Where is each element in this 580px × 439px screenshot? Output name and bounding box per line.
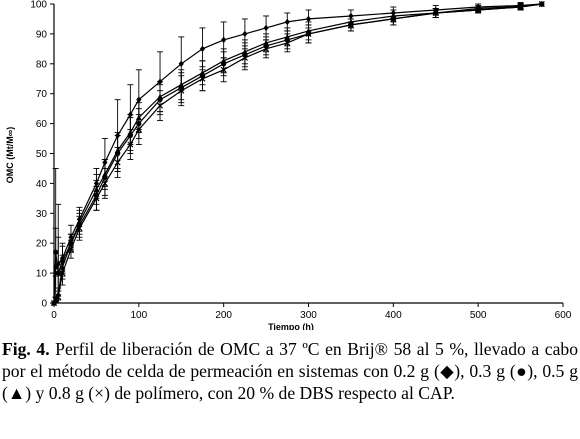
series-line (53, 3, 542, 304)
caption-text: Perfil de liberación de OMC a 37 ºC en B… (2, 339, 578, 403)
cross-marker (199, 75, 206, 82)
cross-marker (305, 30, 312, 37)
circle-marker (55, 270, 61, 276)
x-axis-title: Tiempo (h) (268, 322, 314, 330)
y-tick-label: 70 (36, 89, 48, 100)
cross-marker (517, 3, 524, 11)
y-tick-label: 60 (36, 119, 48, 130)
x-tick-label: 300 (300, 310, 317, 321)
cross-marker (432, 9, 439, 16)
x-tick-label: 500 (470, 310, 487, 321)
x-tick-label: 0 (51, 310, 57, 321)
cross-marker (59, 270, 66, 277)
cross-marker (127, 141, 134, 148)
cross-marker (67, 246, 74, 253)
cross-marker (55, 293, 62, 301)
chart-series (50, 0, 545, 307)
cross-marker (76, 225, 83, 232)
chart-figure: 0 100 200 300 400 500 600 0 10 20 30 40 50 60 70 80 90 10… (5, 0, 572, 330)
cross-marker (93, 195, 100, 202)
cross-marker (263, 45, 270, 52)
caption-label: Fig. 4. (2, 339, 50, 359)
y-tick-label: 80 (36, 59, 48, 70)
diamond-marker (221, 36, 227, 44)
diamond-marker (284, 18, 290, 26)
y-tick-label: 100 (30, 0, 47, 11)
y-tick-label: 30 (36, 209, 48, 220)
series-triangle (51, 1, 545, 306)
cross-marker (241, 54, 248, 61)
y-tick-label: 90 (36, 29, 48, 40)
series-line (53, 3, 542, 304)
cross-marker (538, 0, 545, 8)
y-tick-label: 40 (36, 179, 48, 190)
cross-marker (135, 126, 142, 133)
cross-marker (284, 39, 291, 46)
x-tick-label: 200 (215, 310, 232, 321)
series-circle (51, 1, 545, 306)
cross-marker (114, 159, 121, 166)
diamond-marker (263, 24, 269, 32)
cross-marker (220, 66, 227, 73)
cross-marker (101, 180, 108, 187)
diamond-marker (242, 30, 248, 38)
series-line (53, 3, 542, 304)
x-tick-label: 400 (385, 310, 402, 321)
series-diamond (51, 0, 545, 307)
circle-marker (53, 249, 59, 255)
series-cross (50, 0, 545, 307)
y-tick-label: 10 (36, 269, 48, 280)
cross-marker (178, 87, 185, 94)
diamond-marker (178, 60, 184, 67)
cross-marker (475, 6, 482, 14)
x-tick-label: 100 (130, 310, 147, 321)
y-tick-label: 20 (36, 239, 48, 250)
x-tick-label: 600 (555, 310, 572, 321)
cross-marker (157, 102, 164, 109)
cross-marker (390, 15, 397, 22)
y-tick-label: 0 (41, 299, 47, 310)
y-tick-label: 50 (36, 149, 48, 160)
y-axis-title: OMC (Mt/M∞) (5, 127, 15, 183)
chart-axes: 0 100 200 300 400 500 600 0 10 20 30 40 50 60 70 80 90 10… (30, 0, 571, 321)
series-line (53, 3, 542, 304)
diamond-marker (136, 96, 142, 103)
release-profile-chart: 0 100 200 300 400 500 600 0 10 20 30 40 50 60 70 80 90 10… (5, 0, 572, 330)
diamond-marker (305, 15, 312, 23)
figure-caption: Fig. 4. Perfil de liberación de OMC a 37… (2, 338, 578, 404)
diamond-marker (199, 45, 206, 53)
cross-marker (347, 21, 354, 28)
